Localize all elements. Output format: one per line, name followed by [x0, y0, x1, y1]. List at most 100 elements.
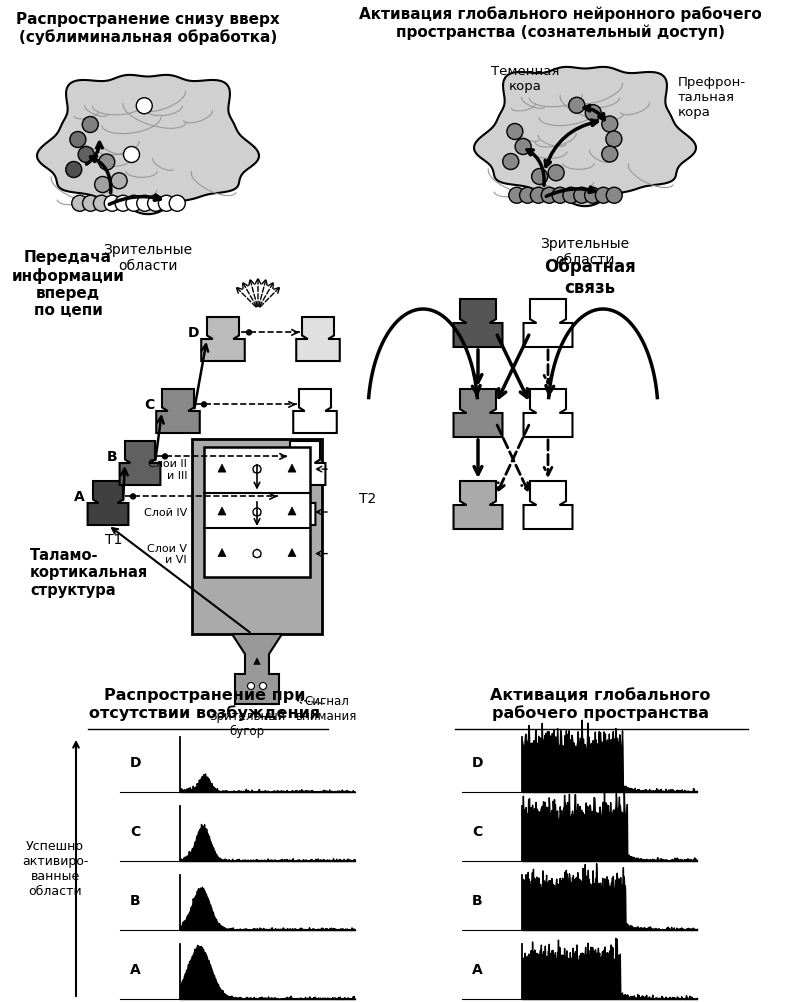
Circle shape — [541, 188, 557, 204]
Circle shape — [502, 154, 519, 170]
Circle shape — [606, 132, 622, 148]
Text: T1: T1 — [105, 532, 122, 546]
Text: A: A — [130, 962, 141, 976]
Circle shape — [111, 173, 127, 189]
Circle shape — [95, 177, 111, 193]
Circle shape — [93, 196, 110, 212]
Circle shape — [159, 196, 175, 212]
Text: Распространение снизу вверх
(сублиминальная обработка): Распространение снизу вверх (сублиминаль… — [16, 12, 280, 45]
Polygon shape — [288, 507, 296, 515]
Text: Успешно
активиро-
ванные
области: Успешно активиро- ванные области — [22, 839, 88, 897]
Polygon shape — [201, 318, 245, 362]
Polygon shape — [275, 482, 315, 525]
Polygon shape — [37, 76, 259, 215]
Polygon shape — [524, 390, 573, 438]
Text: Активация глобального нейронного рабочего
пространства (сознательный доступ): Активация глобального нейронного рабочег… — [359, 6, 762, 40]
Circle shape — [563, 188, 579, 204]
Text: A: A — [472, 962, 483, 976]
Polygon shape — [119, 442, 160, 486]
Text: B: B — [107, 450, 117, 464]
Polygon shape — [156, 390, 200, 434]
Polygon shape — [524, 482, 573, 529]
Polygon shape — [253, 549, 261, 557]
Circle shape — [115, 196, 131, 212]
Circle shape — [104, 196, 120, 212]
Polygon shape — [288, 549, 296, 557]
Polygon shape — [453, 482, 502, 529]
Text: C: C — [144, 398, 154, 412]
Polygon shape — [253, 465, 261, 473]
FancyBboxPatch shape — [204, 448, 310, 577]
Circle shape — [136, 98, 152, 114]
Circle shape — [602, 117, 618, 133]
Text: Слой IV: Слой IV — [144, 507, 187, 517]
Text: D: D — [130, 755, 141, 769]
Text: C: C — [130, 824, 141, 838]
Circle shape — [70, 132, 86, 148]
Circle shape — [123, 147, 140, 163]
Circle shape — [532, 169, 547, 185]
Circle shape — [606, 188, 623, 204]
Circle shape — [148, 196, 164, 212]
Text: Обратная
связь: Обратная связь — [544, 258, 636, 297]
Polygon shape — [288, 465, 296, 473]
Polygon shape — [254, 658, 260, 664]
Polygon shape — [218, 507, 226, 515]
Circle shape — [509, 188, 525, 204]
Text: A: A — [74, 490, 85, 504]
Circle shape — [530, 188, 547, 204]
Circle shape — [507, 124, 523, 140]
Polygon shape — [218, 549, 226, 557]
Circle shape — [520, 188, 536, 204]
Circle shape — [253, 466, 261, 474]
Polygon shape — [453, 300, 502, 348]
Text: T2: T2 — [359, 492, 377, 505]
Text: D: D — [187, 326, 199, 340]
Circle shape — [585, 105, 601, 121]
Circle shape — [130, 494, 136, 499]
Circle shape — [602, 147, 618, 163]
Circle shape — [552, 188, 568, 204]
Circle shape — [82, 117, 98, 133]
Polygon shape — [453, 390, 502, 438]
Text: Теменная
кора: Теменная кора — [491, 65, 559, 93]
Text: Сигнал
внимания: Сигнал внимания — [296, 694, 358, 722]
Circle shape — [163, 455, 167, 460]
Polygon shape — [253, 507, 261, 515]
Polygon shape — [88, 482, 129, 525]
Circle shape — [569, 98, 585, 114]
Polygon shape — [296, 318, 340, 362]
Polygon shape — [284, 442, 325, 486]
Polygon shape — [218, 465, 226, 473]
Circle shape — [515, 139, 531, 155]
Circle shape — [66, 162, 81, 178]
Circle shape — [126, 196, 142, 212]
Text: Зрительные
области: Зрительные области — [540, 236, 630, 267]
Text: Слои II
и III: Слои II и III — [149, 459, 187, 480]
Circle shape — [253, 508, 261, 516]
Text: Распространение при
отсутствии возбуждения: Распространение при отсутствии возбужден… — [89, 687, 321, 720]
Text: B: B — [472, 893, 483, 907]
Circle shape — [169, 196, 185, 212]
Polygon shape — [293, 390, 337, 434]
Circle shape — [253, 550, 261, 558]
Circle shape — [246, 331, 251, 336]
Circle shape — [247, 682, 254, 689]
Text: Префрон-
тальная
кора: Префрон- тальная кора — [678, 76, 746, 119]
Text: B: B — [130, 893, 141, 907]
Circle shape — [83, 196, 99, 212]
Text: Зрительный
бугор: Зрительный бугор — [209, 709, 285, 737]
Text: Активация глобального
рабочего пространства: Активация глобального рабочего пространс… — [490, 687, 710, 720]
Text: D: D — [472, 755, 483, 769]
Circle shape — [99, 155, 115, 170]
Text: Зрительные
области: Зрительные области — [103, 242, 193, 273]
Circle shape — [585, 188, 600, 204]
FancyBboxPatch shape — [192, 440, 322, 634]
Circle shape — [72, 196, 88, 212]
Text: Таламо-
кортикальная
структура: Таламо- кортикальная структура — [30, 547, 149, 597]
Circle shape — [78, 147, 94, 163]
Circle shape — [201, 403, 206, 408]
Polygon shape — [524, 300, 573, 348]
Text: C: C — [472, 824, 482, 838]
Circle shape — [574, 188, 590, 204]
